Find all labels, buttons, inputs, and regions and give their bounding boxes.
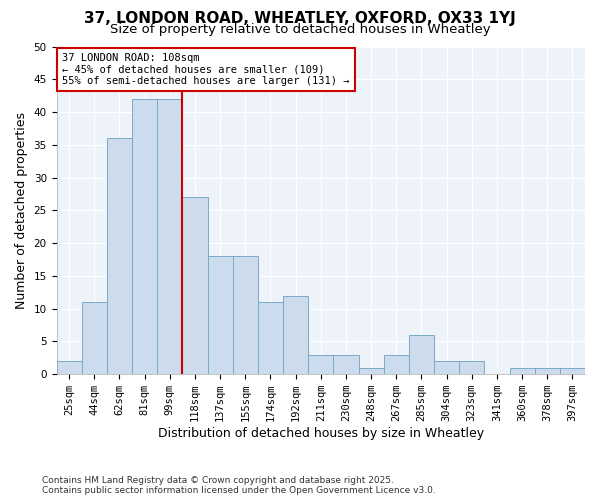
Bar bbox=[334, 354, 359, 374]
Bar bbox=[82, 302, 107, 374]
Text: 37 LONDON ROAD: 108sqm
← 45% of detached houses are smaller (109)
55% of semi-de: 37 LONDON ROAD: 108sqm ← 45% of detached… bbox=[62, 53, 349, 86]
Text: 37, LONDON ROAD, WHEATLEY, OXFORD, OX33 1YJ: 37, LONDON ROAD, WHEATLEY, OXFORD, OX33 … bbox=[84, 11, 516, 26]
Bar bbox=[233, 256, 258, 374]
Bar bbox=[359, 368, 383, 374]
Bar bbox=[434, 361, 459, 374]
Bar bbox=[409, 335, 434, 374]
Bar bbox=[383, 354, 409, 374]
Bar bbox=[157, 99, 182, 374]
X-axis label: Distribution of detached houses by size in Wheatley: Distribution of detached houses by size … bbox=[158, 427, 484, 440]
Bar bbox=[132, 99, 157, 374]
Bar bbox=[258, 302, 283, 374]
Bar bbox=[308, 354, 334, 374]
Bar bbox=[107, 138, 132, 374]
Text: Contains HM Land Registry data © Crown copyright and database right 2025.
Contai: Contains HM Land Registry data © Crown c… bbox=[42, 476, 436, 495]
Y-axis label: Number of detached properties: Number of detached properties bbox=[15, 112, 28, 309]
Bar bbox=[459, 361, 484, 374]
Bar bbox=[560, 368, 585, 374]
Bar bbox=[208, 256, 233, 374]
Bar bbox=[535, 368, 560, 374]
Bar bbox=[509, 368, 535, 374]
Bar bbox=[182, 198, 208, 374]
Text: Size of property relative to detached houses in Wheatley: Size of property relative to detached ho… bbox=[110, 22, 490, 36]
Bar bbox=[56, 361, 82, 374]
Bar bbox=[283, 296, 308, 374]
